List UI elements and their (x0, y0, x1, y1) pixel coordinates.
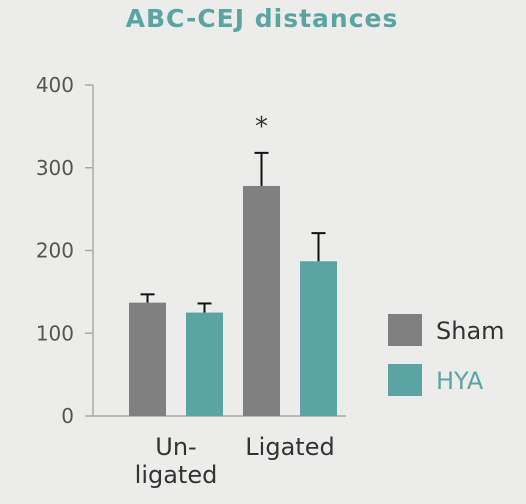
legend-label: HYA (436, 367, 484, 395)
category-label-line: ligated (135, 461, 218, 489)
bar (186, 312, 223, 416)
chart-title: ABC-CEJ distances (126, 4, 399, 33)
legend-label: Sham (436, 317, 505, 345)
bar (129, 302, 166, 416)
x-axis-labels: Un-ligated Ligated (135, 433, 335, 489)
category-label-line: Un- (155, 433, 196, 461)
bars: * (129, 112, 337, 416)
significance-marker: * (255, 112, 268, 142)
y-tick-label: 0 (61, 404, 74, 428)
category-label-line: Ligated (245, 433, 334, 461)
legend-swatch (388, 364, 422, 396)
y-tick-label: 200 (36, 239, 74, 263)
bar (300, 261, 337, 416)
y-tick-label: 100 (36, 321, 74, 345)
legend-swatch (388, 314, 422, 346)
legend: Sham HYA (388, 314, 505, 396)
bar (243, 185, 280, 416)
category-label: Un-ligated (135, 433, 218, 489)
category-label: Ligated (245, 433, 334, 461)
y-tick-label: 300 (36, 156, 74, 180)
y-tick-label: 400 (36, 73, 74, 97)
